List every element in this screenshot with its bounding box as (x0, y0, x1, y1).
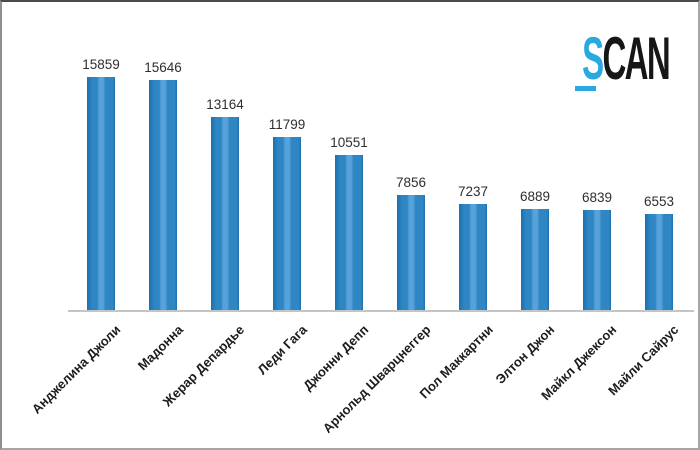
bar-value-label: 7856 (395, 175, 427, 190)
bar-value-label: 6553 (643, 194, 675, 209)
bar-value-label: 13164 (206, 97, 244, 112)
logo-underline (575, 86, 596, 91)
bar-value-label: 15859 (82, 57, 120, 72)
bar (335, 155, 363, 310)
bar (459, 204, 487, 310)
bar-value-label: 7237 (457, 184, 489, 199)
x-axis-category-label: Мадонна (134, 322, 186, 374)
x-axis-line (68, 310, 694, 312)
bar (87, 77, 115, 310)
logo-can-letters: CAN (602, 25, 670, 92)
bar (521, 209, 549, 310)
bar-value-label: 6839 (581, 190, 613, 205)
bar (645, 214, 673, 310)
logo-s-letter: S (582, 25, 604, 92)
x-axis-category-label: Анджелина Джоли (29, 322, 124, 417)
bar (583, 210, 611, 310)
bar (149, 80, 177, 310)
bar (211, 117, 239, 310)
bar-value-label: 10551 (330, 135, 368, 150)
bar (273, 137, 301, 310)
x-axis-category-label: Элтон Джон (492, 322, 558, 387)
x-axis-labels: Анджелина Джоли Мадонна Жерар Депардье Леди… (29, 322, 694, 447)
bar-value-label: 6889 (519, 189, 551, 204)
bar (397, 195, 425, 310)
x-axis-category-label: Леди Гага (254, 322, 310, 378)
bar-value-label: 11799 (268, 117, 306, 132)
bar-value-label: 15646 (144, 60, 182, 75)
x-axis-category-label: Арнольд Шварцнеггер (319, 322, 434, 436)
scan-logo: SCAN (582, 29, 671, 89)
plot-area: 15859 15646 13164 11799 10551 7856 7237 6889 683… (68, 2, 694, 310)
